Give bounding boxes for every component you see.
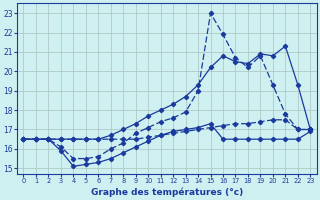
- X-axis label: Graphe des températures (°c): Graphe des températures (°c): [91, 187, 243, 197]
